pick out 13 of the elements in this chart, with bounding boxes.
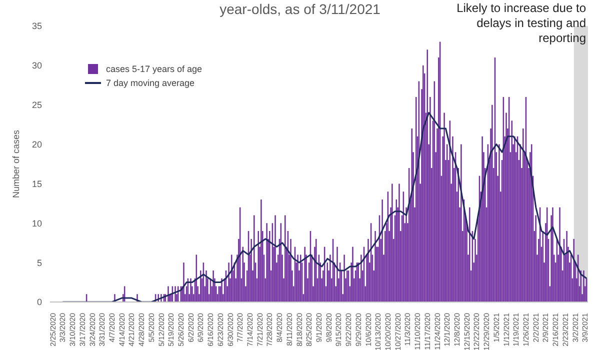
chart-title: year-olds, as of 3/11/2021 [220, 1, 380, 17]
y-tick-label: 10 [32, 218, 42, 228]
legend-label: cases 5-17 years of age [106, 63, 202, 76]
y-tick-label: 15 [32, 178, 42, 189]
y-axis-title: Number of cases [11, 129, 22, 198]
y-tick-label: 0 [36, 297, 42, 308]
y-tick-label: 30 [32, 60, 42, 71]
y-tick-label: 5 [36, 258, 42, 268]
y-tick-label: 35 [32, 21, 42, 32]
y-tick-label: 20 [32, 139, 42, 150]
legend-label: 7 day moving average [106, 77, 195, 90]
band-label: Likely to increase due to delays in testing and reporting [456, 1, 586, 45]
y-tick-label: 25 [32, 100, 42, 110]
